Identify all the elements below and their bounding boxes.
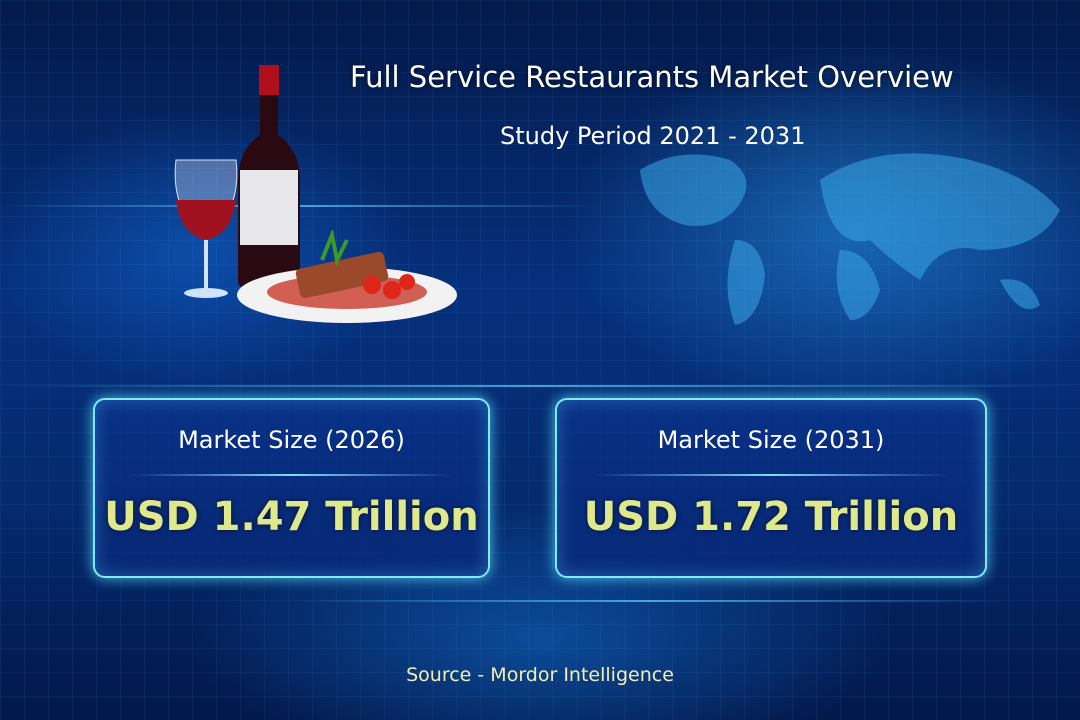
card-label: Market Size (2031) <box>657 426 885 454</box>
card-value: USD 1.72 Trillion <box>583 494 959 540</box>
divider <box>592 474 950 476</box>
steak-plate-icon <box>237 230 457 323</box>
wine-bottle-icon <box>238 65 300 288</box>
divider <box>130 474 453 476</box>
market-size-card-2031: Market Size (2031) USD 1.72 Trillion <box>555 398 987 578</box>
light-streak <box>0 385 1080 387</box>
market-size-card-2026: Market Size (2026) USD 1.47 Trillion <box>93 398 490 578</box>
page-title: Full Service Restaurants Market Overview <box>350 60 954 94</box>
wine-glass-icon <box>174 159 238 298</box>
card-value: USD 1.47 Trillion <box>104 494 479 540</box>
page-subtitle: Study Period 2021 - 2031 <box>500 122 806 150</box>
card-label: Market Size (2026) <box>178 426 405 454</box>
source-note: Source - Mordor Intelligence <box>406 664 674 686</box>
light-streak <box>300 600 1000 602</box>
